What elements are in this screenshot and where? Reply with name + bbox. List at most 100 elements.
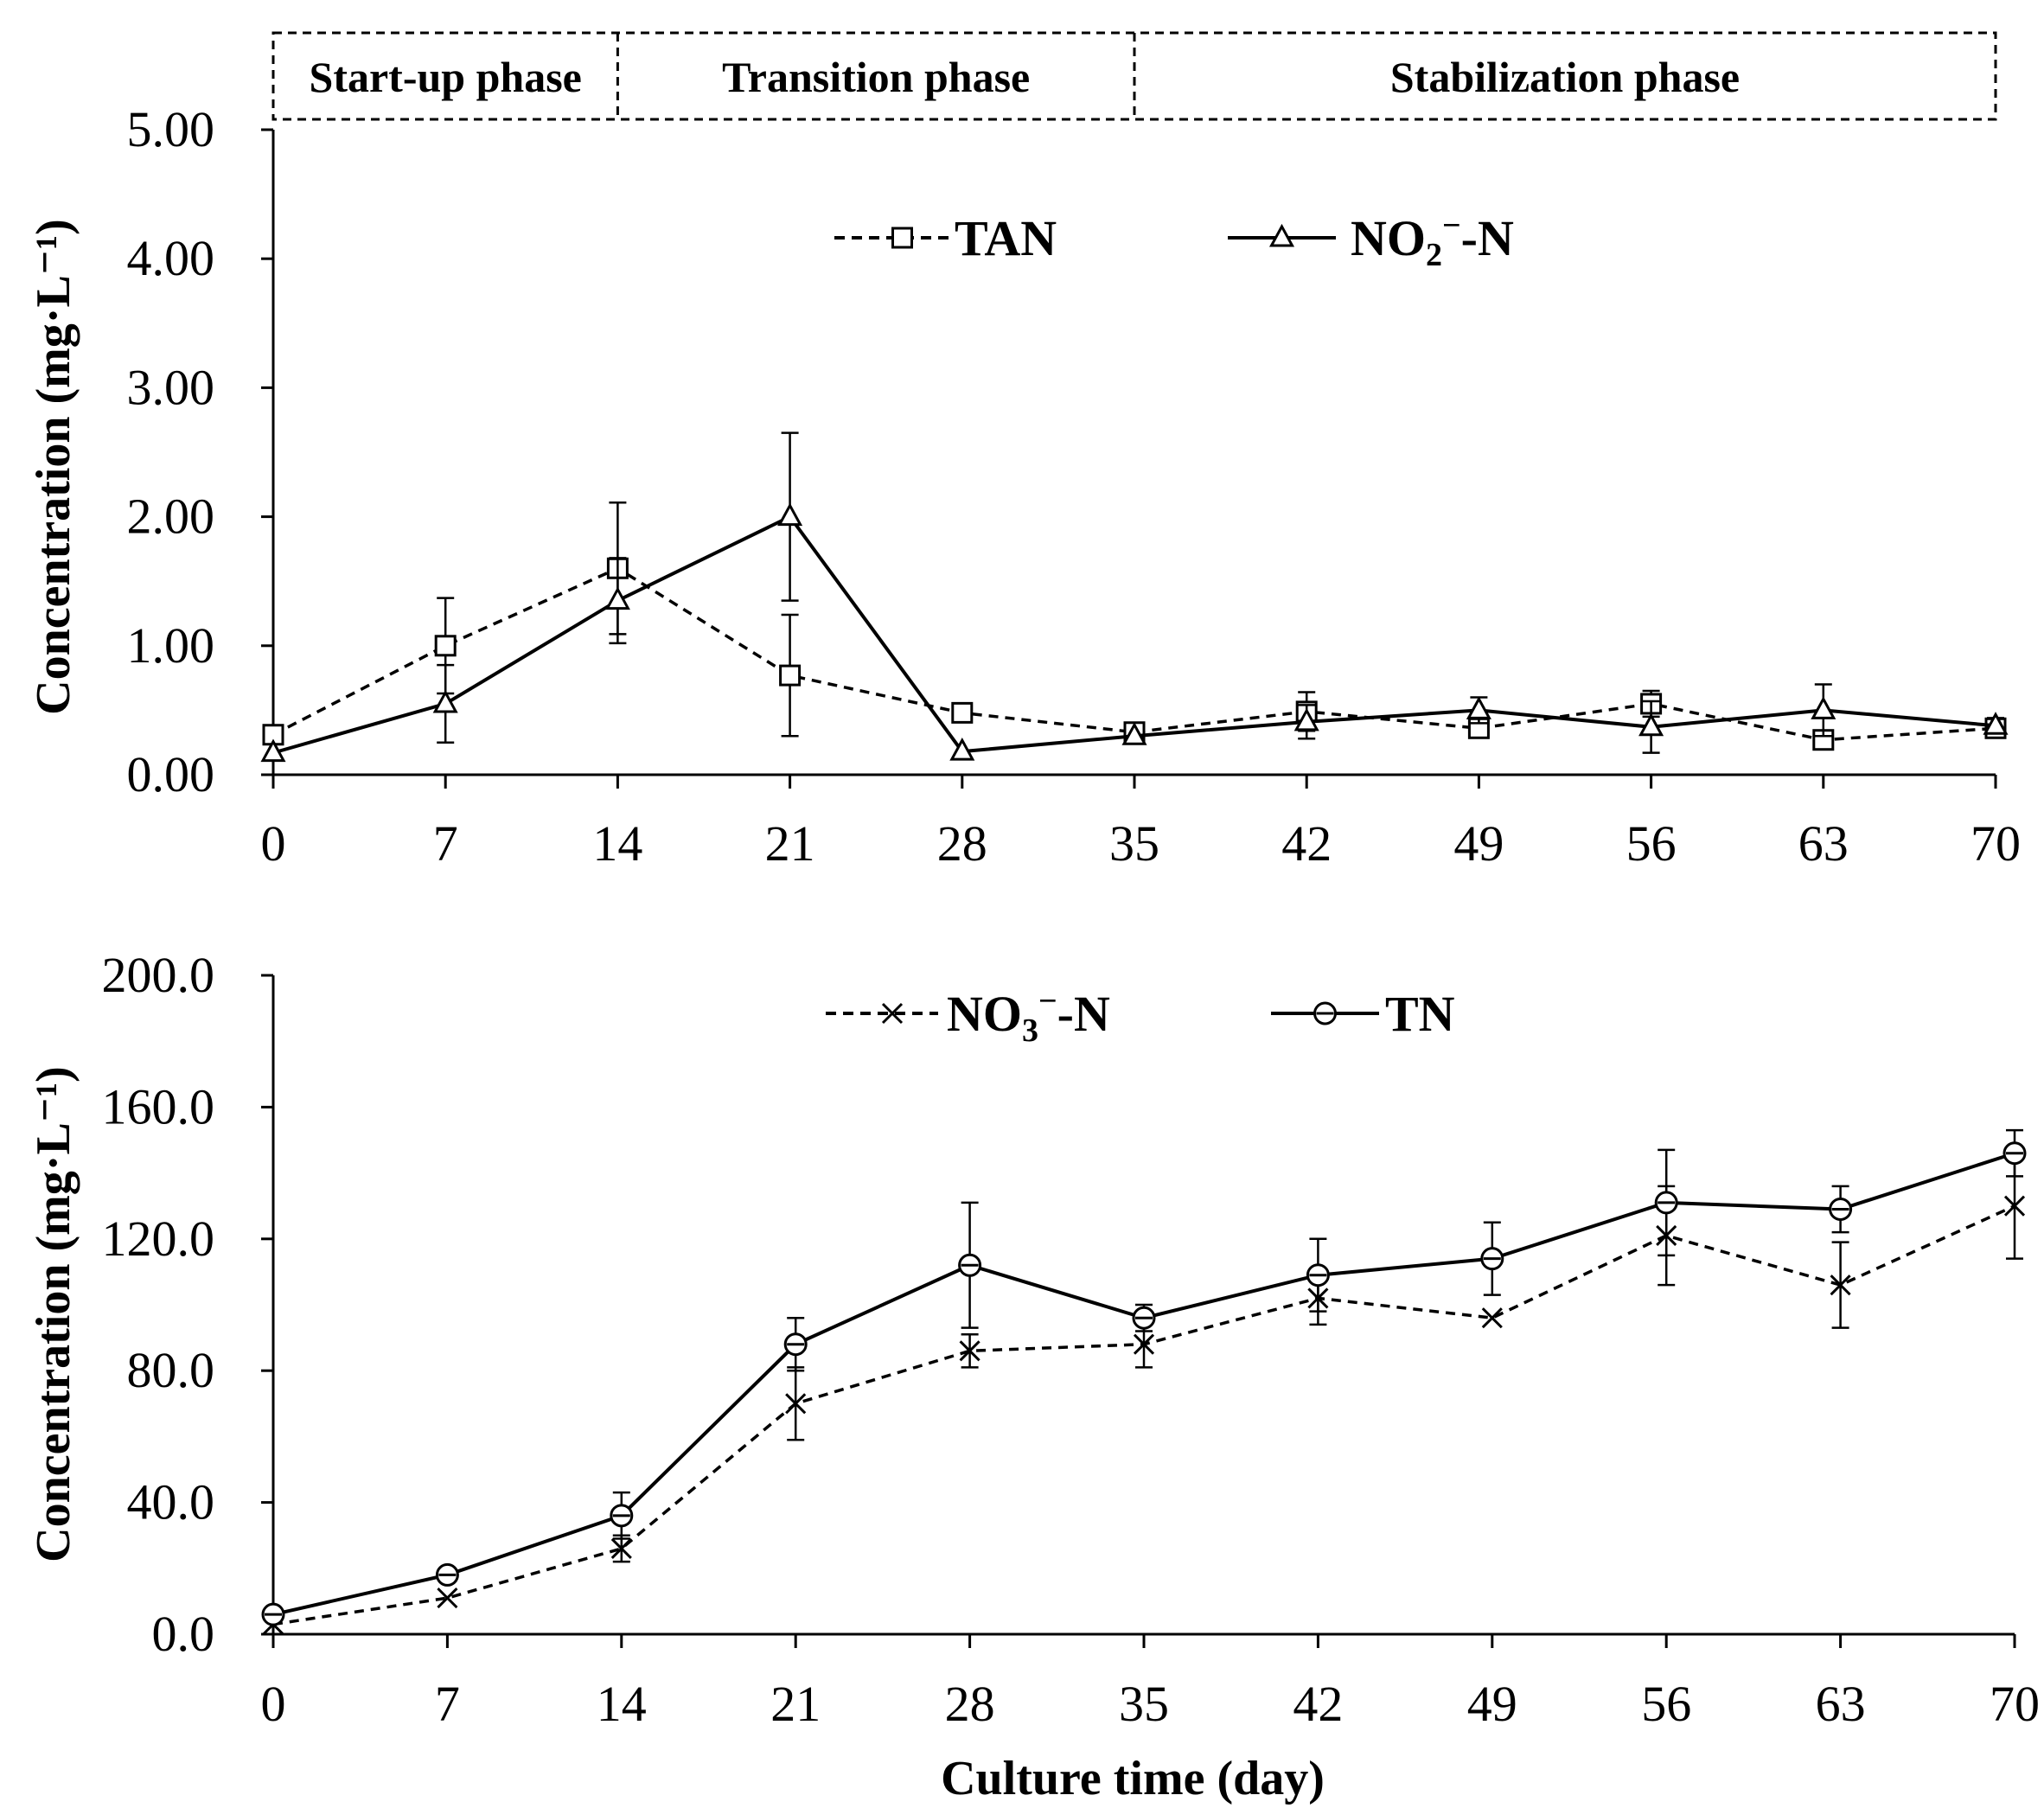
legend-marker <box>1268 223 1295 247</box>
data-point <box>1983 712 2009 735</box>
legend-marker <box>1313 1001 1337 1025</box>
data-point-stroke-b <box>785 1393 807 1415</box>
data-point-stroke-b <box>610 1537 632 1560</box>
data-point <box>2003 1195 2026 1217</box>
data-point <box>959 1340 980 1362</box>
x-tick-label: 0 <box>261 815 286 872</box>
y-tick-label: 160.0 <box>102 1078 215 1134</box>
legend-label: NO3−-N <box>947 983 1110 1049</box>
x-tick-label: 56 <box>1641 1676 1691 1732</box>
data-point-stroke-b <box>437 1588 458 1609</box>
series-no3-n <box>262 1152 2026 1635</box>
y-tick-label: 4.00 <box>127 230 215 286</box>
legend-entry: NO2−-N <box>1228 208 1514 273</box>
x-tick-label: 28 <box>945 1676 995 1732</box>
legend-entry: TAN <box>834 210 1057 266</box>
data-point <box>1638 712 1664 737</box>
series-no2-n <box>260 431 2009 763</box>
series-line <box>272 1151 2015 1617</box>
x-tick-label: 14 <box>592 815 642 872</box>
panel-1: 0.00 1.00 2.00 3.00 4.00 5.00 0 7 14 21 28 35 42 49 56… <box>27 31 2021 872</box>
x-tick-label: 56 <box>1626 815 1677 872</box>
x-tick-label: 7 <box>433 815 458 872</box>
legend-entry: NO3−-N <box>826 983 1110 1049</box>
x-tick-label: 49 <box>1467 1676 1517 1732</box>
legend-label-main: TAN <box>955 210 1057 266</box>
y-tick-label: 80.0 <box>127 1342 215 1398</box>
data-point <box>951 701 974 724</box>
legend-label: TAN <box>955 210 1057 266</box>
x-tick-label: 28 <box>937 815 987 872</box>
data-point <box>1293 707 1319 732</box>
data-point <box>1132 1306 1156 1330</box>
x-tick-label: 49 <box>1453 815 1504 872</box>
data-point-stroke-b <box>1481 1307 1503 1329</box>
legend-marker <box>881 1002 904 1025</box>
data-point <box>1466 696 1491 719</box>
series-tn <box>261 1128 2027 1626</box>
data-point-stroke-b <box>959 1340 980 1362</box>
y-tick-label: 2.00 <box>127 489 215 545</box>
x-tick-label: 63 <box>1816 1676 1866 1732</box>
series-tan <box>262 501 2007 751</box>
legend-label: TN <box>1385 986 1455 1042</box>
legend-label-superscript: − <box>1442 208 1461 244</box>
x-tick-label: 63 <box>1798 815 1849 872</box>
legend-entry: TN <box>1271 986 1455 1042</box>
data-point <box>785 1393 807 1415</box>
x-tick-label: 14 <box>597 1676 647 1732</box>
y-tick-label: 120.0 <box>102 1211 215 1267</box>
data-point <box>434 635 457 657</box>
y-axis-label: Concentration (mg·L⁻¹) <box>27 219 80 715</box>
legend-label-subscript: 2 <box>1426 237 1442 273</box>
phase-label-3: Stabilization phase <box>1390 53 1740 101</box>
legend-label: NO2−-N <box>1351 208 1514 273</box>
data-point <box>1811 696 1836 719</box>
x-tick-label: 35 <box>1119 1676 1169 1732</box>
x-tick-label: 21 <box>770 1676 821 1732</box>
data-point-stroke-b <box>1830 1275 1851 1296</box>
panel-2: 0.0 40.0 80.0 120.0 160.0 200.0 0 7 14 21 28 35 42 49… <box>27 947 2040 1805</box>
data-point <box>949 738 975 761</box>
y-tick-label: 200.0 <box>102 947 215 1003</box>
x-tick-label: 70 <box>1971 815 2021 872</box>
legend-marker-stroke-b <box>881 1002 904 1025</box>
y-tick-label: 1.00 <box>127 617 215 674</box>
x-tick-label: 21 <box>765 815 815 872</box>
y-tick-label: 3.00 <box>127 359 215 415</box>
legend-label-superscript: − <box>1038 983 1057 1019</box>
series-line <box>272 566 1996 742</box>
data-point <box>432 689 458 713</box>
data-point <box>604 586 630 610</box>
legend-marker <box>891 227 913 249</box>
x-tick-label: 42 <box>1293 1676 1343 1732</box>
data-point <box>2002 1141 2027 1166</box>
data-point <box>1654 1191 1678 1215</box>
data-point <box>783 1332 808 1357</box>
x-tick-label: 42 <box>1281 815 1332 872</box>
legend-label-main: TN <box>1385 986 1455 1042</box>
y-tick-label: 5.00 <box>127 101 215 157</box>
data-point <box>610 1504 634 1528</box>
data-point <box>610 1537 632 1560</box>
x-tick-label: 7 <box>435 1676 460 1732</box>
data-point <box>1481 1307 1503 1329</box>
y-tick-label: 0.00 <box>127 746 215 802</box>
data-point-stroke-b <box>2003 1195 2026 1217</box>
phase-label-2: Transition phase <box>722 53 1030 101</box>
legend-label-tail: -N <box>1057 986 1110 1042</box>
x-tick-label: 35 <box>1109 815 1159 872</box>
legend-label-subscript: 3 <box>1022 1013 1038 1049</box>
y-tick-label: 0.0 <box>152 1606 215 1662</box>
x-axis-label: Culture time (day) <box>941 1752 1325 1805</box>
data-point <box>261 1602 285 1626</box>
y-tick-label: 40.0 <box>127 1474 215 1530</box>
data-point <box>1133 1333 1155 1355</box>
data-point <box>1480 1247 1504 1271</box>
data-point <box>260 738 286 763</box>
y-axis-label: Concentration (mg·L⁻¹) <box>27 1066 80 1562</box>
data-point <box>958 1253 982 1277</box>
series-line <box>272 1204 2015 1626</box>
phase-label-1: Start-up phase <box>310 53 582 101</box>
